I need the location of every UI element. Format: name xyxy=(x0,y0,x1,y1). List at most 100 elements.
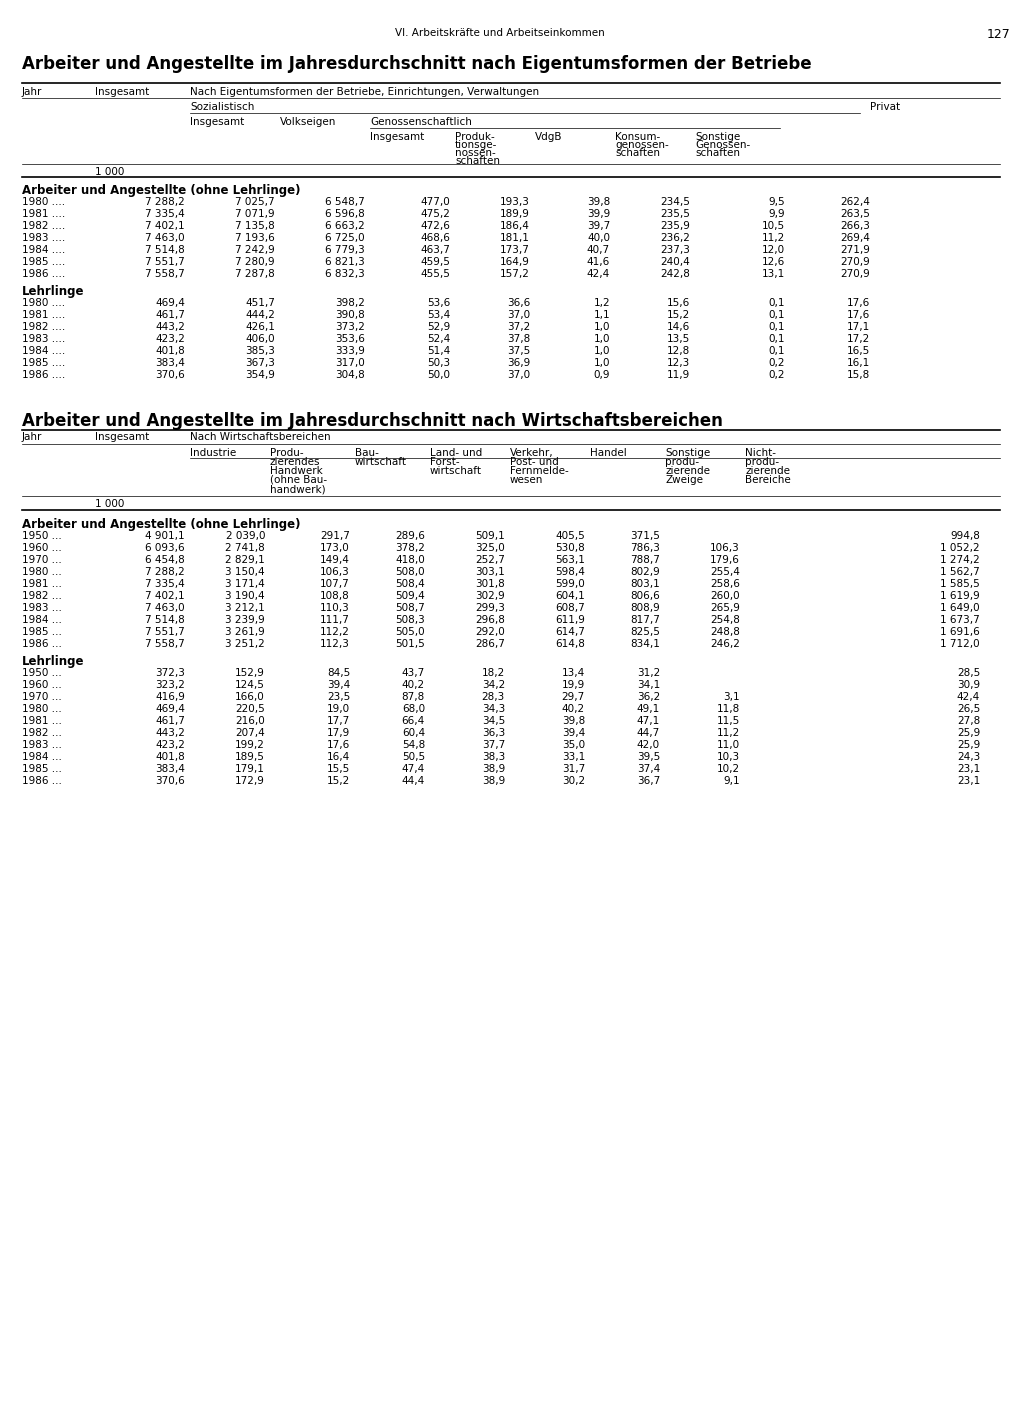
Text: 508,0: 508,0 xyxy=(395,567,425,577)
Text: 10,3: 10,3 xyxy=(717,752,740,762)
Text: Genossen-: Genossen- xyxy=(695,139,751,151)
Text: 461,7: 461,7 xyxy=(155,717,185,727)
Text: Lehrlinge: Lehrlinge xyxy=(22,284,85,298)
Text: 0,1: 0,1 xyxy=(768,322,785,332)
Text: 124,5: 124,5 xyxy=(236,680,265,690)
Text: 426,1: 426,1 xyxy=(245,322,275,332)
Text: 1983 ....: 1983 .... xyxy=(22,334,66,344)
Text: 25,9: 25,9 xyxy=(956,741,980,750)
Text: 325,0: 325,0 xyxy=(475,543,505,553)
Text: 254,8: 254,8 xyxy=(710,615,740,625)
Text: 12,8: 12,8 xyxy=(667,346,690,356)
Text: 0,1: 0,1 xyxy=(768,346,785,356)
Text: 30,9: 30,9 xyxy=(956,680,980,690)
Text: 378,2: 378,2 xyxy=(395,543,425,553)
Text: 7 558,7: 7 558,7 xyxy=(145,269,185,279)
Text: 1985 ...: 1985 ... xyxy=(22,765,61,774)
Text: VdgB: VdgB xyxy=(535,132,562,142)
Text: 157,2: 157,2 xyxy=(500,269,530,279)
Text: 37,7: 37,7 xyxy=(481,741,505,750)
Text: 7 288,2: 7 288,2 xyxy=(145,197,185,207)
Text: 7 071,9: 7 071,9 xyxy=(236,208,275,220)
Text: handwerk): handwerk) xyxy=(270,484,326,494)
Text: 31,2: 31,2 xyxy=(637,667,660,679)
Text: schaften: schaften xyxy=(455,156,500,166)
Text: 51,4: 51,4 xyxy=(427,346,450,356)
Text: Jahr: Jahr xyxy=(22,432,42,442)
Text: 469,4: 469,4 xyxy=(155,704,185,714)
Text: 1 000: 1 000 xyxy=(95,498,124,510)
Text: 806,6: 806,6 xyxy=(630,591,660,601)
Text: 39,7: 39,7 xyxy=(587,221,610,231)
Text: 1970 ...: 1970 ... xyxy=(22,555,61,565)
Text: 463,7: 463,7 xyxy=(420,245,450,255)
Text: 508,7: 508,7 xyxy=(395,603,425,612)
Text: 323,2: 323,2 xyxy=(155,680,185,690)
Text: 9,1: 9,1 xyxy=(723,776,740,786)
Text: 354,9: 354,9 xyxy=(245,370,275,380)
Text: 42,4: 42,4 xyxy=(956,691,980,703)
Text: 7 280,9: 7 280,9 xyxy=(236,258,275,268)
Text: 296,8: 296,8 xyxy=(475,615,505,625)
Text: wirtschaft: wirtschaft xyxy=(355,458,407,467)
Text: schaften: schaften xyxy=(695,148,740,158)
Text: 235,5: 235,5 xyxy=(660,208,690,220)
Text: Zweige: Zweige xyxy=(665,474,703,484)
Text: (ohne Bau-: (ohne Bau- xyxy=(270,474,327,484)
Text: Sonstige: Sonstige xyxy=(665,448,711,458)
Text: 39,9: 39,9 xyxy=(587,208,610,220)
Text: 34,1: 34,1 xyxy=(637,680,660,690)
Text: 40,7: 40,7 xyxy=(587,245,610,255)
Text: 333,9: 333,9 xyxy=(335,346,365,356)
Text: 1982 ....: 1982 .... xyxy=(22,322,66,332)
Text: VI. Arbeitskräfte und Arbeitseinkommen: VI. Arbeitskräfte und Arbeitseinkommen xyxy=(395,28,605,38)
Text: 173,0: 173,0 xyxy=(321,543,350,553)
Text: 416,9: 416,9 xyxy=(155,691,185,703)
Text: 530,8: 530,8 xyxy=(555,543,585,553)
Text: Forst-: Forst- xyxy=(430,458,460,467)
Text: 6 548,7: 6 548,7 xyxy=(326,197,365,207)
Text: 172,9: 172,9 xyxy=(236,776,265,786)
Text: 599,0: 599,0 xyxy=(555,579,585,589)
Text: 235,9: 235,9 xyxy=(660,221,690,231)
Text: 50,0: 50,0 xyxy=(427,370,450,380)
Text: 216,0: 216,0 xyxy=(236,717,265,727)
Text: 1985 ....: 1985 .... xyxy=(22,258,66,268)
Text: 248,8: 248,8 xyxy=(710,627,740,636)
Text: 35,0: 35,0 xyxy=(562,741,585,750)
Text: 1 274,2: 1 274,2 xyxy=(940,555,980,565)
Text: 34,2: 34,2 xyxy=(481,680,505,690)
Text: 1980 ....: 1980 .... xyxy=(22,197,66,207)
Text: 17,7: 17,7 xyxy=(327,717,350,727)
Text: 36,9: 36,9 xyxy=(507,358,530,367)
Text: 372,3: 372,3 xyxy=(155,667,185,679)
Text: 3 171,4: 3 171,4 xyxy=(225,579,265,589)
Text: 11,9: 11,9 xyxy=(667,370,690,380)
Text: 17,6: 17,6 xyxy=(847,298,870,308)
Text: 353,6: 353,6 xyxy=(335,334,365,344)
Text: 47,1: 47,1 xyxy=(637,717,660,727)
Text: 28,5: 28,5 xyxy=(956,667,980,679)
Text: 317,0: 317,0 xyxy=(335,358,365,367)
Text: 477,0: 477,0 xyxy=(420,197,450,207)
Text: 111,7: 111,7 xyxy=(321,615,350,625)
Text: Fernmelde-: Fernmelde- xyxy=(510,466,568,476)
Text: 40,2: 40,2 xyxy=(401,680,425,690)
Text: 418,0: 418,0 xyxy=(395,555,425,565)
Text: 371,5: 371,5 xyxy=(630,531,660,541)
Text: 825,5: 825,5 xyxy=(630,627,660,636)
Text: 108,8: 108,8 xyxy=(321,591,350,601)
Text: 1,1: 1,1 xyxy=(593,310,610,320)
Text: 1960 ...: 1960 ... xyxy=(22,680,61,690)
Text: 60,4: 60,4 xyxy=(401,728,425,738)
Text: 189,5: 189,5 xyxy=(236,752,265,762)
Text: 1,0: 1,0 xyxy=(594,334,610,344)
Text: 301,8: 301,8 xyxy=(475,579,505,589)
Text: nossen-: nossen- xyxy=(455,148,496,158)
Text: 3,1: 3,1 xyxy=(723,691,740,703)
Text: 9,9: 9,9 xyxy=(768,208,785,220)
Text: 23,1: 23,1 xyxy=(956,776,980,786)
Text: 7 288,2: 7 288,2 xyxy=(145,567,185,577)
Text: 266,3: 266,3 xyxy=(840,221,870,231)
Text: 459,5: 459,5 xyxy=(420,258,450,268)
